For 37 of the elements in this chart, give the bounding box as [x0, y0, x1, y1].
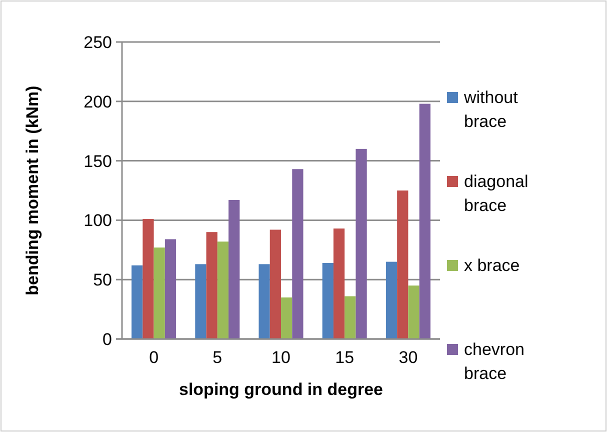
y-tick-label: 100 [84, 211, 112, 230]
bar [142, 219, 154, 339]
bar [228, 200, 240, 339]
bar [206, 232, 218, 339]
legend-label: without brace [463, 88, 518, 131]
y-axis-title: bending moment in (kNm) [23, 86, 42, 296]
x-axis-title: sloping ground in degree [179, 380, 383, 399]
y-tick-label: 50 [93, 270, 112, 290]
bar [333, 228, 345, 339]
y-tick-label: 150 [84, 152, 112, 171]
bar [386, 262, 398, 339]
legend-label: chevron brace [464, 340, 524, 383]
bar [356, 148, 367, 339]
bar [195, 264, 206, 339]
bar [217, 242, 229, 339]
bar [292, 169, 304, 339]
y-tick-label: 200 [84, 92, 112, 112]
legend-label: diagonal brace [464, 172, 528, 215]
x-tick-label: 15 [335, 348, 354, 367]
bar [322, 262, 334, 339]
y-tick-label: 250 [84, 32, 112, 52]
legend-label: x brace [464, 256, 520, 275]
bar [154, 248, 165, 339]
bar [408, 286, 420, 339]
bar [419, 104, 430, 339]
bar [258, 264, 270, 339]
bar [344, 296, 356, 339]
x-tick-label: 5 [212, 348, 222, 367]
bar [164, 239, 176, 339]
bar [270, 230, 281, 339]
bar [281, 297, 292, 339]
bar [397, 190, 408, 339]
x-tick-label: 30 [398, 348, 418, 367]
x-tick-label: 0 [149, 348, 159, 367]
bar [132, 265, 143, 339]
y-tick-label: 0 [102, 330, 112, 349]
x-tick-label: 10 [272, 348, 290, 367]
